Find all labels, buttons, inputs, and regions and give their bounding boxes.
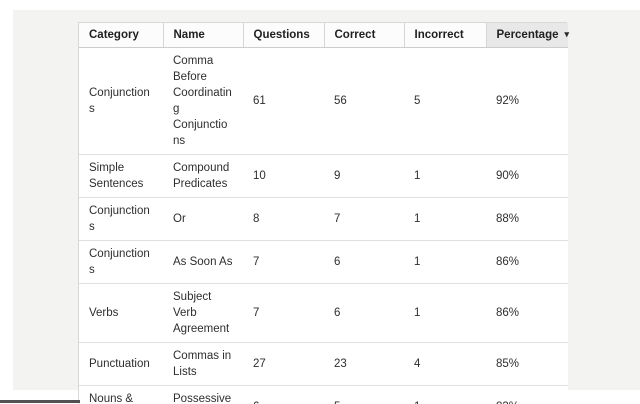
table-row: Nouns & Pronouns Possessive Nouns 6 5 1 … [79,385,568,404]
cell-correct: 7 [324,197,404,241]
cell-name: Or [163,197,243,241]
cell-questions: 10 [243,154,324,198]
column-header-percentage[interactable]: Percentage ▾ [486,23,570,48]
cell-name: As Soon As [163,240,243,284]
results-table-card: Category Name Questions Correct Incorrec… [78,22,570,404]
clipped-element-edge [0,400,80,403]
sort-descending-icon: ▾ [564,29,570,39]
cell-percentage: 90% [486,154,568,198]
cell-questions: 27 [243,342,324,386]
table-row: Verbs Subject Verb Agreement 7 6 1 86% [79,283,568,343]
cell-incorrect: 1 [404,240,486,284]
cell-correct: 6 [324,283,404,343]
column-header-label: Percentage [496,29,559,41]
cell-questions: 7 [243,283,324,343]
results-table: Category Name Questions Correct Incorrec… [79,23,570,404]
cell-questions: 7 [243,240,324,284]
table-row: Conjunctions As Soon As 7 6 1 86% [79,240,568,284]
cell-percentage: 88% [486,197,568,241]
cell-name: Compound Predicates [163,154,243,198]
cell-percentage: 85% [486,342,568,386]
column-header-category[interactable]: Category [79,23,164,48]
cell-incorrect: 4 [404,342,486,386]
cell-questions: 6 [243,385,324,404]
cell-name: Comma Before Coordinating Conjunctions [163,47,243,155]
table-row: Simple Sentences Compound Predicates 10 … [79,154,568,198]
cell-incorrect: 1 [404,197,486,241]
cell-correct: 6 [324,240,404,284]
cell-percentage: 86% [486,283,568,343]
column-header-label: Correct [334,29,376,41]
table-row: Conjunctions Comma Before Coordinating C… [79,47,568,155]
table-body: Conjunctions Comma Before Coordinating C… [79,47,568,404]
cell-category: Verbs [79,283,163,343]
table-row: Conjunctions Or 8 7 1 88% [79,197,568,241]
cell-category: Simple Sentences [79,154,163,198]
column-header-label: Category [89,29,139,41]
cell-incorrect: 1 [404,283,486,343]
cell-correct: 9 [324,154,404,198]
cell-category: Conjunctions [79,240,163,284]
cell-questions: 61 [243,47,324,155]
column-header-label: Questions [253,29,310,41]
column-header-name[interactable]: Name [163,23,244,48]
cell-category: Nouns & Pronouns [79,385,163,404]
column-header-incorrect[interactable]: Incorrect [404,23,487,48]
cell-percentage: 86% [486,240,568,284]
cell-percentage: 92% [486,47,568,155]
column-header-label: Name [173,29,205,41]
cell-percentage: 83% [486,385,568,404]
column-header-correct[interactable]: Correct [324,23,405,48]
cell-incorrect: 1 [404,385,486,404]
cell-category: Conjunctions [79,47,163,155]
cell-name: Subject Verb Agreement [163,283,243,343]
cell-incorrect: 1 [404,154,486,198]
cell-name: Commas in Lists [163,342,243,386]
column-header-questions[interactable]: Questions [243,23,325,48]
cell-correct: 5 [324,385,404,404]
cell-category: Conjunctions [79,197,163,241]
cell-questions: 8 [243,197,324,241]
cell-correct: 23 [324,342,404,386]
column-header-label: Incorrect [414,29,464,41]
cell-category: Punctuation [79,342,163,386]
cell-incorrect: 5 [404,47,486,155]
table-header-row: Category Name Questions Correct Incorrec… [79,23,570,48]
cell-name: Possessive Nouns [163,385,243,404]
table-row: Punctuation Commas in Lists 27 23 4 85% [79,342,568,386]
cell-correct: 56 [324,47,404,155]
